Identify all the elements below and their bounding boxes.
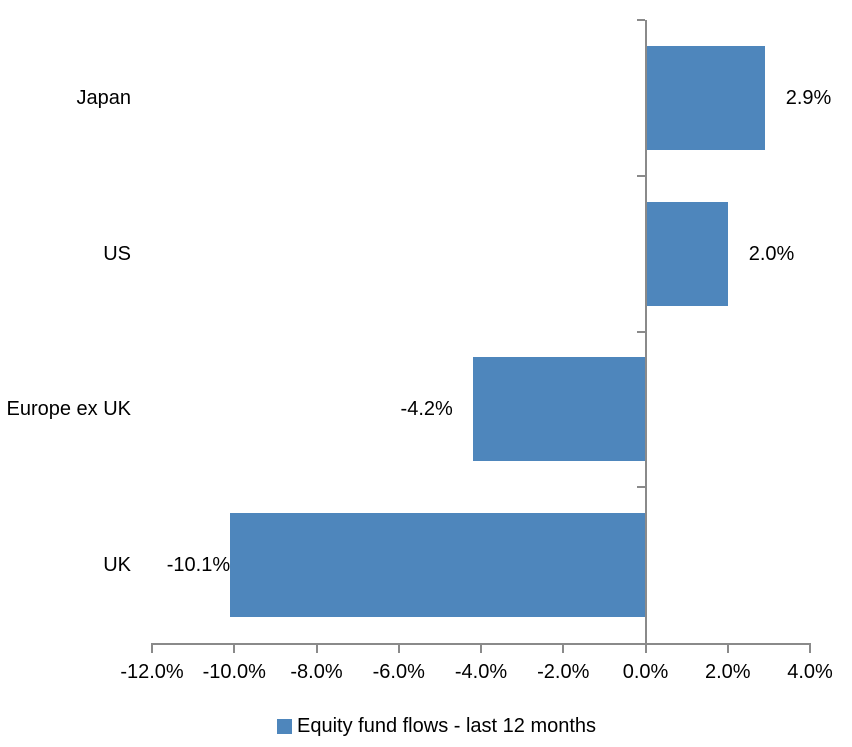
category-label-europe-ex-uk: Europe ex UK	[6, 398, 131, 421]
x-axis-tick	[809, 645, 811, 653]
x-axis-tick	[315, 645, 318, 653]
y-axis-tick	[636, 330, 645, 333]
x-axis-tick	[233, 645, 236, 653]
legend-swatch-icon	[277, 718, 292, 734]
category-label-uk: UK	[103, 554, 131, 577]
y-axis-tick	[636, 174, 645, 177]
x-axis-tick	[726, 645, 729, 653]
bar-europe-ex-uk	[472, 357, 646, 462]
value-label-japan: 2.9%	[785, 86, 832, 109]
y-axis-line	[644, 20, 647, 644]
x-axis-tick-label: -8.0%	[290, 661, 343, 683]
x-axis-tick-label: -12.0%	[120, 661, 184, 683]
x-axis-line	[151, 643, 811, 645]
category-label-us: US	[103, 242, 131, 265]
category-label-japan: Japan	[76, 86, 132, 109]
x-axis-tick-label: 4.0%	[787, 661, 833, 683]
x-axis-tick	[562, 645, 565, 653]
legend: Equity fund flows - last 12 months	[277, 716, 596, 736]
x-axis-tick	[480, 645, 482, 653]
legend-label: Equity fund flows - last 12 months	[297, 715, 597, 737]
x-axis-tick	[644, 645, 647, 653]
x-axis-tick-label: -6.0%	[372, 661, 425, 683]
value-label-us: 2.0%	[748, 242, 795, 265]
y-axis-tick	[636, 486, 645, 489]
bar-uk	[230, 513, 646, 618]
y-axis-tick	[636, 19, 645, 21]
x-axis-tick-label: 0.0%	[622, 661, 669, 683]
value-label-europe-ex-uk: -4.2%	[400, 398, 453, 421]
value-label-uk: -10.1%	[166, 554, 231, 577]
bar-japan	[645, 45, 765, 150]
x-axis-tick-label: -2.0%	[537, 661, 590, 683]
x-axis-tick	[397, 645, 400, 653]
x-axis-tick	[151, 645, 153, 653]
x-axis-tick-label: -10.0%	[202, 661, 266, 683]
x-axis-tick-label: 2.0%	[704, 661, 751, 683]
bar-us	[645, 201, 728, 306]
x-axis-tick-label: -4.0%	[454, 661, 508, 683]
